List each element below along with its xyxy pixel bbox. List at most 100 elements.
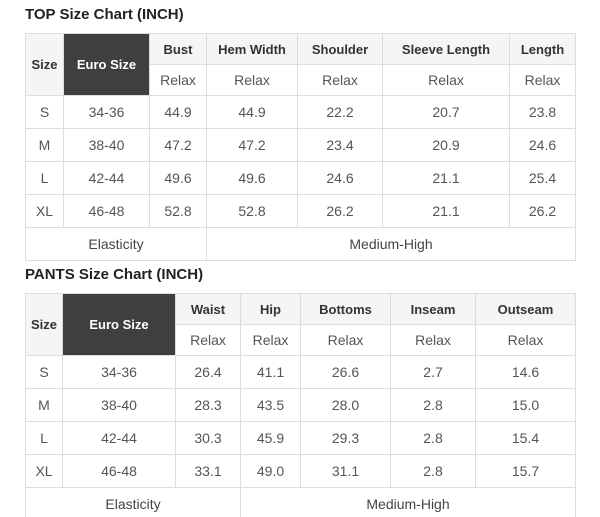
- top-chart-title: TOP Size Chart (INCH): [25, 6, 184, 23]
- euro-size-cell: 46-48: [62, 454, 176, 488]
- measurement-cell: 49.0: [240, 454, 301, 488]
- column-header-hip: Hip: [240, 293, 301, 325]
- measurement-cell: 2.8: [390, 454, 476, 488]
- column-header-bottoms: Bottoms: [300, 293, 391, 325]
- column-header-outseam: Outseam: [475, 293, 576, 325]
- euro-size-cell: 38-40: [62, 388, 176, 422]
- measurement-cell: 31.1: [300, 454, 391, 488]
- elasticity-value: Medium-High: [240, 487, 576, 517]
- measurement-cell: 20.7: [382, 95, 510, 129]
- euro-size-cell: 42-44: [63, 161, 150, 195]
- measurement-cell: 47.2: [206, 128, 298, 162]
- column-header-size: Size: [25, 33, 64, 96]
- elasticity-label: Elasticity: [25, 487, 241, 517]
- measurement-cell: 26.2: [509, 194, 576, 228]
- measurement-cell: 20.9: [382, 128, 510, 162]
- measurement-cell: 21.1: [382, 194, 510, 228]
- size-cell: M: [25, 128, 64, 162]
- size-cell: L: [25, 421, 63, 455]
- measurement-cell: 23.8: [509, 95, 576, 129]
- measurement-cell: 41.1: [240, 355, 301, 389]
- column-header-sleeve-length: Sleeve Length: [382, 33, 510, 65]
- fit-label: Relax: [509, 64, 576, 96]
- measurement-cell: 52.8: [149, 194, 207, 228]
- elasticity-value: Medium-High: [206, 227, 576, 261]
- table-row: XL 46-48 33.1 49.0 31.1 2.8 15.7: [25, 454, 576, 488]
- pants-size-chart-table: Size Euro Size Waist Hip Bottoms Inseam …: [25, 293, 576, 517]
- measurement-cell: 29.3: [300, 421, 391, 455]
- fit-label: Relax: [240, 324, 301, 356]
- size-cell: XL: [25, 454, 63, 488]
- fit-label: Relax: [300, 324, 391, 356]
- top-header-row: Size Euro Size Bust Hem Width Shoulder S…: [25, 33, 576, 96]
- elasticity-row: Elasticity Medium-High: [25, 487, 576, 517]
- fit-label: Relax: [297, 64, 383, 96]
- fit-label: Relax: [390, 324, 476, 356]
- pants-fit-row: Relax Relax Relax Relax Relax: [26, 324, 576, 356]
- measurement-cell: 28.0: [300, 388, 391, 422]
- measurement-cell: 26.4: [175, 355, 241, 389]
- fit-label: Relax: [149, 64, 207, 96]
- top-size-chart-table: Size Euro Size Bust Hem Width Shoulder S…: [25, 33, 576, 261]
- measurement-cell: 2.8: [390, 421, 476, 455]
- column-header-euro-size: Euro Size: [63, 33, 150, 96]
- table-row: XL 46-48 52.8 52.8 26.2 21.1 26.2: [25, 194, 576, 228]
- table-row: S 34-36 44.9 44.9 22.2 20.7 23.8: [25, 95, 576, 129]
- pants-header-row: Size Euro Size Waist Hip Bottoms Inseam …: [25, 293, 576, 356]
- fit-label: Relax: [382, 64, 510, 96]
- pants-chart-title: PANTS Size Chart (INCH): [25, 266, 204, 283]
- measurement-cell: 15.7: [475, 454, 576, 488]
- size-cell: L: [25, 161, 64, 195]
- euro-size-cell: 34-36: [63, 95, 150, 129]
- measurement-cell: 49.6: [206, 161, 298, 195]
- fit-label: Relax: [175, 324, 241, 356]
- size-cell: XL: [25, 194, 64, 228]
- euro-size-cell: 42-44: [62, 421, 176, 455]
- table-row: L 42-44 30.3 45.9 29.3 2.8 15.4: [25, 421, 576, 455]
- measurement-cell: 15.0: [475, 388, 576, 422]
- column-header-size: Size: [25, 293, 63, 356]
- euro-size-cell: 34-36: [62, 355, 176, 389]
- table-row: M 38-40 47.2 47.2 23.4 20.9 24.6: [25, 128, 576, 162]
- measurement-cell: 2.7: [390, 355, 476, 389]
- measurement-cell: 47.2: [149, 128, 207, 162]
- measurement-cell: 26.2: [297, 194, 383, 228]
- column-header-inseam: Inseam: [390, 293, 476, 325]
- column-header-bust: Bust: [149, 33, 207, 65]
- measurement-cell: 52.8: [206, 194, 298, 228]
- column-header-length: Length: [509, 33, 576, 65]
- elasticity-row: Elasticity Medium-High: [25, 227, 576, 261]
- measurement-cell: 49.6: [149, 161, 207, 195]
- elasticity-label: Elasticity: [25, 227, 207, 261]
- size-cell: S: [25, 95, 64, 129]
- measurement-cell: 44.9: [206, 95, 298, 129]
- column-header-waist: Waist: [175, 293, 241, 325]
- column-header-euro-size: Euro Size: [62, 293, 176, 356]
- column-header-shoulder: Shoulder: [297, 33, 383, 65]
- measurement-cell: 15.4: [475, 421, 576, 455]
- measurement-cell: 2.8: [390, 388, 476, 422]
- measurement-cell: 21.1: [382, 161, 510, 195]
- measurement-cell: 24.6: [509, 128, 576, 162]
- table-row: L 42-44 49.6 49.6 24.6 21.1 25.4: [25, 161, 576, 195]
- measurement-cell: 30.3: [175, 421, 241, 455]
- measurement-cell: 43.5: [240, 388, 301, 422]
- measurement-cell: 24.6: [297, 161, 383, 195]
- measurement-cell: 45.9: [240, 421, 301, 455]
- measurement-cell: 23.4: [297, 128, 383, 162]
- euro-size-cell: 38-40: [63, 128, 150, 162]
- fit-label: Relax: [206, 64, 298, 96]
- measurement-cell: 26.6: [300, 355, 391, 389]
- measurement-cell: 33.1: [175, 454, 241, 488]
- measurement-cell: 25.4: [509, 161, 576, 195]
- euro-size-cell: 46-48: [63, 194, 150, 228]
- measurement-cell: 28.3: [175, 388, 241, 422]
- fit-label: Relax: [475, 324, 576, 356]
- size-cell: M: [25, 388, 63, 422]
- measurement-cell: 44.9: [149, 95, 207, 129]
- measurement-cell: 22.2: [297, 95, 383, 129]
- table-row: M 38-40 28.3 43.5 28.0 2.8 15.0: [25, 388, 576, 422]
- size-cell: S: [25, 355, 63, 389]
- measurement-cell: 14.6: [475, 355, 576, 389]
- column-header-hem-width: Hem Width: [206, 33, 298, 65]
